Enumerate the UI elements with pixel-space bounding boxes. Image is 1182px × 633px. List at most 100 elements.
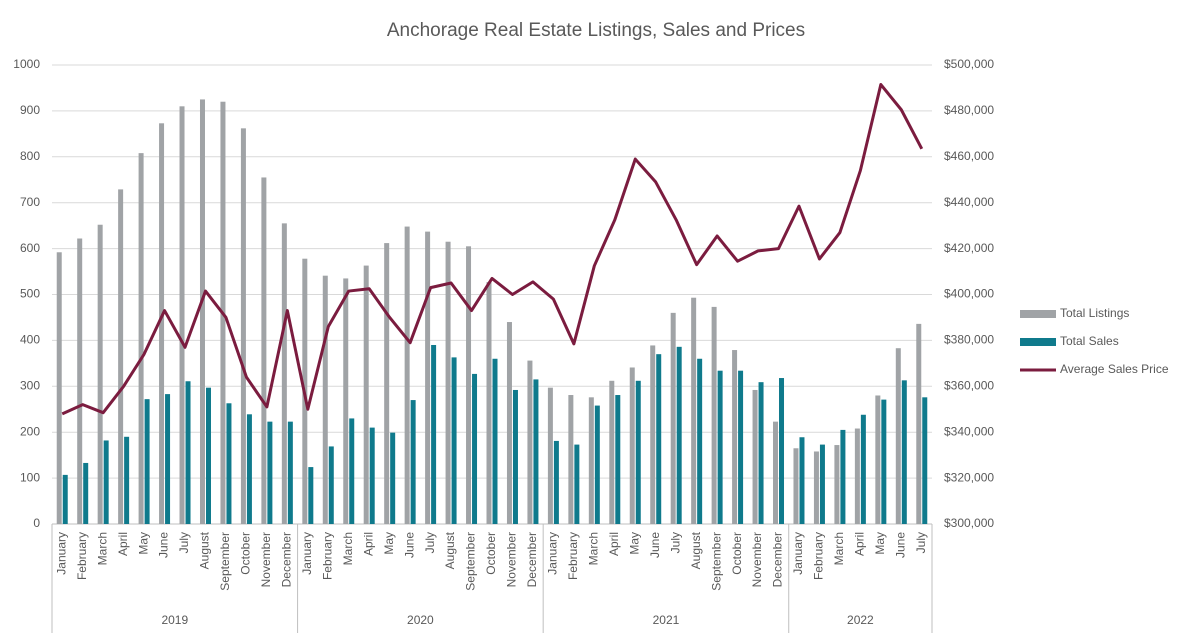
x-tick-label: December: [771, 532, 785, 587]
x-tick-label: February: [566, 532, 580, 580]
bar: [322, 275, 328, 524]
x-tick-label: May: [382, 532, 396, 555]
x-tick-label: February: [812, 532, 826, 580]
bar: [547, 387, 553, 524]
x-tick-label: May: [873, 532, 887, 555]
x-tick-label: May: [136, 532, 150, 555]
x-tick-label: August: [689, 531, 703, 569]
x-tick-label: July: [177, 532, 191, 553]
y2-tick-label: $400,000: [944, 287, 994, 301]
y-tick-label: 1000: [13, 57, 40, 71]
bar: [425, 231, 431, 524]
bar: [834, 445, 840, 524]
bar: [103, 440, 109, 524]
x-group-label: 2021: [653, 613, 680, 627]
y2-tick-label: $360,000: [944, 378, 994, 392]
x-group-label: 2020: [407, 613, 434, 627]
bar: [261, 177, 267, 524]
x-tick-label: December: [280, 532, 294, 587]
x-tick-label: August: [443, 531, 457, 569]
bar: [670, 312, 676, 524]
bar: [615, 395, 621, 524]
bar: [717, 370, 723, 524]
bar: [226, 403, 232, 524]
x-tick-label: August: [198, 531, 212, 569]
bar: [676, 346, 682, 524]
bar: [410, 400, 416, 524]
y-tick-label: 0: [33, 516, 40, 530]
x-tick-label: March: [832, 532, 846, 565]
bar: [492, 358, 498, 524]
x-tick-label: June: [893, 532, 907, 558]
x-tick-label: July: [668, 532, 682, 553]
bar: [711, 306, 717, 524]
y-tick-label: 200: [20, 424, 40, 438]
bar: [185, 381, 191, 524]
bar: [506, 322, 512, 524]
x-tick-label: March: [586, 532, 600, 565]
bar: [860, 414, 866, 524]
bar: [916, 323, 922, 524]
bar: [369, 427, 375, 524]
y2-tick-label: $420,000: [944, 241, 994, 255]
bar: [62, 474, 68, 524]
x-tick-label: September: [709, 532, 723, 591]
bar: [758, 382, 764, 524]
bar: [574, 444, 580, 524]
bar: [267, 421, 273, 524]
bar: [445, 241, 451, 524]
bar: [799, 437, 805, 524]
y-tick-label: 100: [20, 470, 40, 484]
y-tick-label: 500: [20, 287, 40, 301]
bar: [813, 451, 819, 524]
y2-tick-label: $440,000: [944, 195, 994, 209]
x-tick-label: July: [423, 532, 437, 553]
bar: [854, 428, 860, 524]
y-tick-label: 600: [20, 241, 40, 255]
x-tick-label: March: [341, 532, 355, 565]
bar: [56, 252, 62, 524]
x-tick-label: October: [484, 532, 498, 575]
y2-tick-label: $500,000: [944, 57, 994, 71]
bar: [77, 238, 83, 524]
bar: [83, 462, 89, 524]
bar: [840, 429, 846, 524]
y-tick-label: 300: [20, 378, 40, 392]
bar: [691, 297, 697, 524]
x-tick-label: November: [259, 532, 273, 587]
bar: [363, 265, 369, 524]
bar: [159, 123, 165, 524]
bar: [732, 350, 738, 524]
bar: [881, 399, 887, 524]
y2-tick-label: $480,000: [944, 103, 994, 117]
bar: [308, 467, 314, 524]
x-tick-label: March: [95, 532, 109, 565]
line: [61, 83, 924, 416]
y2-tick-label: $320,000: [944, 470, 994, 484]
x-tick-label: April: [853, 532, 867, 556]
x-tick-label: June: [157, 532, 171, 558]
bar: [144, 399, 150, 524]
x-tick-label: January: [300, 532, 314, 575]
bar: [553, 440, 559, 524]
bar: [895, 348, 901, 524]
bar: [533, 379, 539, 524]
legend-label: Average Sales Price: [1060, 362, 1169, 376]
x-group-label: 2022: [847, 613, 874, 627]
x-tick-label: February: [75, 532, 89, 580]
y-tick-label: 400: [20, 333, 40, 347]
x-tick-label: October: [730, 532, 744, 575]
bar: [118, 189, 124, 524]
bar: [738, 370, 744, 524]
legend-swatch: [1020, 310, 1056, 318]
x-tick-label: April: [607, 532, 621, 556]
bar: [635, 380, 641, 524]
bar: [384, 243, 390, 525]
bar: [512, 389, 518, 524]
bar: [431, 344, 437, 524]
bar: [779, 378, 785, 524]
bar: [466, 246, 472, 524]
bar: [246, 414, 252, 524]
bar: [472, 373, 478, 524]
bar: [568, 395, 574, 524]
